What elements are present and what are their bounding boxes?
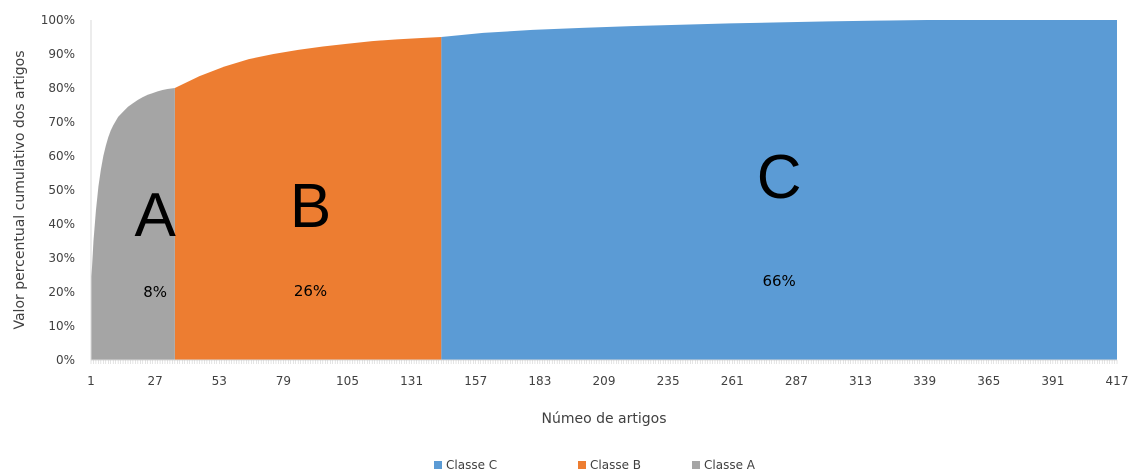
x-tick-label: 339: [913, 374, 936, 388]
x-tick-label: 417: [1106, 374, 1129, 388]
y-tick-label: 60%: [48, 149, 75, 163]
legend-item: Classe B: [578, 458, 641, 472]
x-tick-label: 287: [785, 374, 808, 388]
y-tick-label: 50%: [48, 183, 75, 197]
x-tick-label: 79: [276, 374, 291, 388]
zone-letter-b: B: [290, 172, 331, 241]
y-tick-label: 100%: [41, 13, 75, 27]
area-classe-a: [91, 88, 175, 360]
x-tick-label: 183: [528, 374, 551, 388]
y-tick-label: 10%: [48, 319, 75, 333]
y-axis-title: Valor percentual cumulativo dos artigos: [12, 50, 28, 329]
zone-percent-a: 8%: [143, 283, 167, 301]
legend-item: Classe A: [692, 458, 756, 472]
legend-label: Classe C: [446, 458, 497, 472]
y-tick-label: 30%: [48, 251, 75, 265]
y-tick-label: 20%: [48, 285, 75, 299]
x-tick-label: 391: [1041, 374, 1064, 388]
x-tick-label: 53: [212, 374, 227, 388]
legend-swatch: [692, 461, 700, 469]
x-tick-label: 27: [147, 374, 162, 388]
y-tick-label: 90%: [48, 47, 75, 61]
x-tick-label: 261: [721, 374, 744, 388]
areas-layer: [91, 20, 1118, 360]
zone-letter-c: C: [757, 143, 802, 212]
x-tick-label: 313: [849, 374, 872, 388]
x-axis-title: Númeo de artigos: [541, 411, 666, 427]
x-tick-label: 209: [593, 374, 616, 388]
legend: Classe C Classe B Classe A: [434, 458, 756, 472]
x-tick-label: 365: [977, 374, 1000, 388]
legend-label: Classe A: [704, 458, 756, 472]
legend-label: Classe B: [590, 458, 641, 472]
x-tick-label: 131: [400, 374, 423, 388]
zone-letter-a: A: [134, 181, 176, 250]
zone-percent-b: 26%: [294, 282, 327, 300]
y-tick-label: 80%: [48, 81, 75, 95]
legend-swatch: [434, 461, 442, 469]
zone-percent-c: 66%: [762, 272, 795, 290]
y-tick-label: 0%: [56, 353, 75, 367]
x-tick-label: 157: [464, 374, 487, 388]
legend-item: Classe C: [434, 458, 497, 472]
x-tick-label: 235: [657, 374, 680, 388]
annotations-layer: A 8% B 26% C 66%: [134, 143, 801, 301]
area-classe-b: [174, 37, 442, 360]
x-tick-label: 1: [87, 374, 95, 388]
y-tick-label: 40%: [48, 217, 75, 231]
y-tick-label: 70%: [48, 115, 75, 129]
legend-swatch: [578, 461, 586, 469]
axes-layer: 1 27 53 79 105 131 157 183 209 235 261 287 313 339 365…: [41, 13, 1129, 388]
x-tick-label: 105: [336, 374, 359, 388]
area-classe-c: [441, 20, 1118, 360]
